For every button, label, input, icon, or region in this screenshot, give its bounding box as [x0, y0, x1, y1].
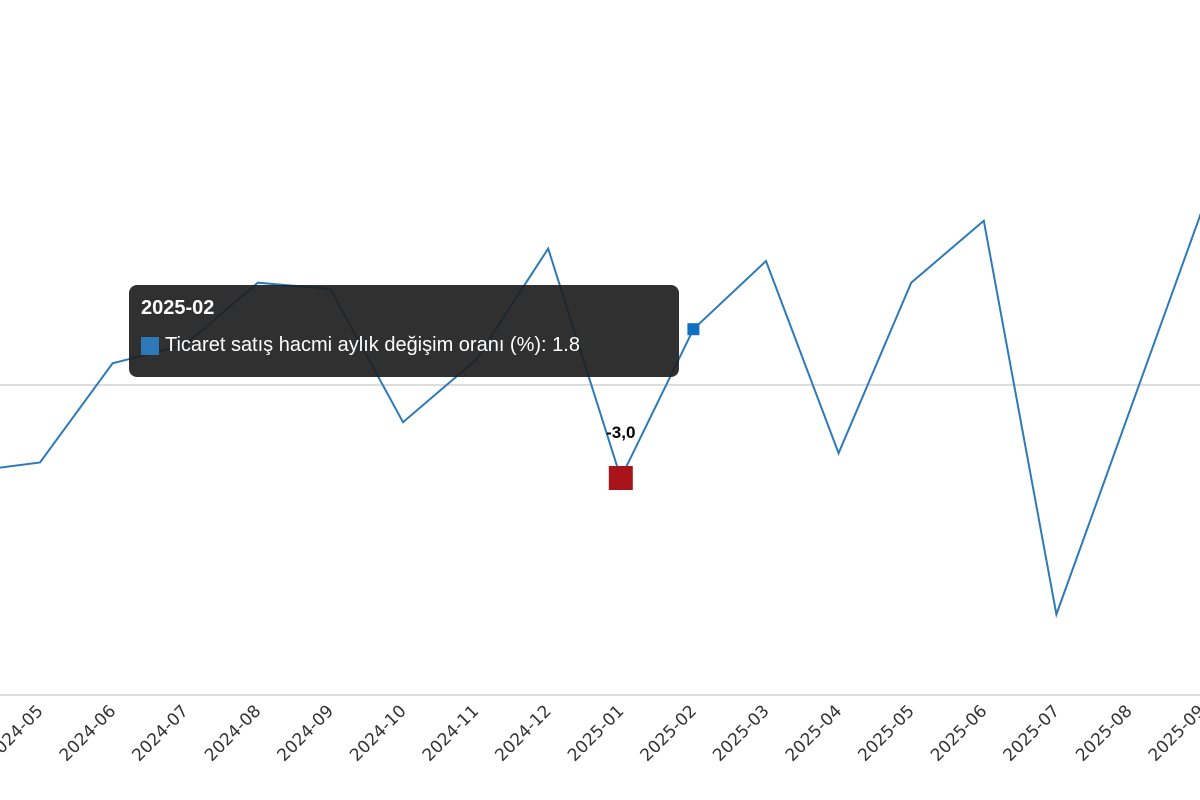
- x-tick-label: 2025-01: [564, 701, 628, 765]
- x-tick-label: 2025-04: [782, 701, 846, 765]
- tooltip-title: 2025-02: [141, 297, 215, 319]
- x-tick-label: 2024-05: [0, 701, 48, 765]
- data-label: -3,0: [606, 423, 635, 442]
- tooltip-value: Ticaret satış hacmi aylık değişim oranı …: [165, 334, 580, 356]
- x-tick-label: 2025-06: [927, 701, 991, 765]
- series-swatch-icon: [141, 336, 159, 355]
- x-tick-label: 2025-08: [1072, 701, 1136, 765]
- x-tick-label: 2024-08: [201, 701, 265, 765]
- x-tick-label: 2025-02: [637, 701, 701, 765]
- series-line: [0, 212, 1200, 619]
- x-tick-label: 2024-06: [56, 701, 120, 765]
- tooltip: 2025-02 Ticaret satış hacmi aylık değişi…: [129, 285, 679, 377]
- x-tick-label: 2024-12: [491, 701, 555, 765]
- x-tick-label: 2024-11: [419, 701, 483, 765]
- highlight-marker: [608, 466, 633, 490]
- x-tick-label: 2025-05: [854, 701, 918, 765]
- x-tick-label: 2024-07: [128, 701, 192, 765]
- x-tick-label: 2024-10: [346, 701, 410, 765]
- x-tick-label: 2025-03: [709, 701, 773, 765]
- hover-marker: [687, 323, 700, 336]
- x-tick-label: 2025-07: [1000, 701, 1064, 765]
- x-tick-label: 2024-09: [274, 701, 338, 765]
- x-tick-label: 2025-09: [1145, 701, 1200, 765]
